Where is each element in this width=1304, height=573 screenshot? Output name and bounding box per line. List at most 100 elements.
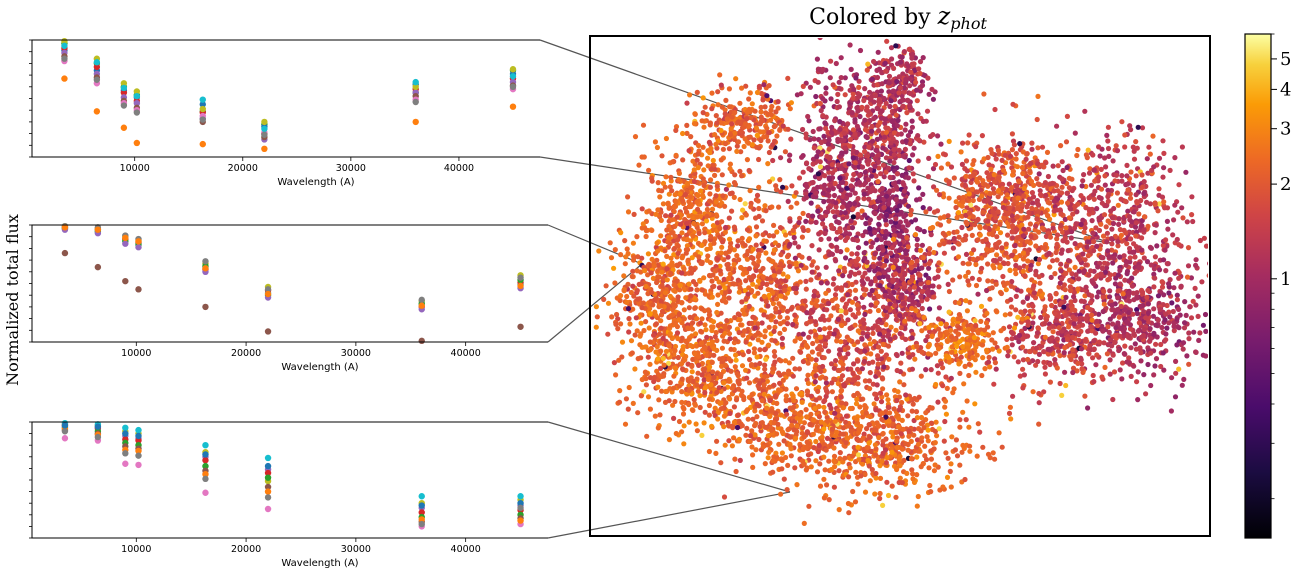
- data-point: [120, 89, 128, 96]
- embedding-point: [697, 404, 703, 411]
- embedding-point: [880, 430, 886, 437]
- embedding-point: [855, 481, 861, 487]
- embedding-point: [847, 137, 854, 143]
- embedding-point: [711, 352, 717, 358]
- embedding-point: [1008, 416, 1014, 422]
- embedding-point: [698, 188, 704, 194]
- embedding-point: [622, 261, 628, 267]
- embedding-point: [717, 356, 723, 362]
- embedding-point: [779, 429, 786, 435]
- embedding-point: [684, 100, 690, 106]
- data-point: [135, 447, 142, 455]
- embedding-point: [908, 456, 915, 462]
- embedding-point: [916, 394, 922, 400]
- embedding-point: [877, 490, 883, 497]
- embedding-point: [673, 152, 679, 158]
- embedding-point: [735, 119, 742, 125]
- embedding-point: [897, 59, 904, 65]
- embedding-point: [709, 339, 716, 345]
- embedding-point: [752, 332, 758, 339]
- embedding-point: [699, 242, 705, 248]
- embedding-point: [905, 97, 911, 103]
- embedding-point: [748, 362, 755, 368]
- embedding-point: [770, 469, 776, 475]
- embedding-point: [631, 211, 637, 217]
- embedding-point: [679, 389, 685, 395]
- x-tick-label: 40000: [451, 348, 481, 359]
- embedding-point: [817, 159, 823, 165]
- embedding-point: [814, 298, 820, 304]
- embedding-point: [855, 452, 862, 458]
- embedding-point: [853, 258, 860, 264]
- embedding-point: [798, 91, 804, 97]
- embedding-point: [726, 356, 732, 362]
- embedding-point: [894, 367, 900, 374]
- embedding-point: [664, 277, 670, 283]
- embedding-point: [739, 235, 745, 241]
- embedding-point: [836, 268, 842, 274]
- embedding-point: [805, 380, 812, 386]
- embedding-point: [647, 406, 654, 412]
- embedding-point: [838, 75, 844, 81]
- embedding-point: [720, 193, 726, 199]
- embedding-point: [726, 438, 732, 444]
- embedding-point: [713, 450, 719, 456]
- embedding-point: [679, 300, 685, 306]
- data-point: [120, 124, 128, 131]
- embedding-point: [802, 298, 808, 304]
- embedding-point: [670, 159, 676, 165]
- embedding-point: [911, 178, 917, 184]
- embedding-point: [867, 386, 873, 392]
- embedding-point: [811, 293, 817, 299]
- embedding-point: [852, 322, 858, 328]
- data-point: [264, 454, 272, 462]
- embedding-point: [816, 231, 822, 237]
- embedding-point: [754, 132, 760, 138]
- embedding-point: [799, 154, 805, 160]
- embedding-point: [778, 491, 784, 497]
- embedding-point: [773, 183, 779, 189]
- embedding-point: [718, 157, 724, 163]
- embedding-point: [793, 386, 800, 392]
- embedding-point: [875, 49, 881, 55]
- embedding-point: [901, 188, 908, 194]
- embedding-point: [806, 255, 812, 261]
- embedding-point: [821, 398, 827, 405]
- embedding-point: [667, 380, 673, 386]
- embedding-point: [790, 355, 796, 361]
- embedding-point: [732, 130, 738, 136]
- embedding-point: [660, 201, 667, 207]
- embedding-point: [863, 30, 868, 35]
- embedding-point: [701, 182, 707, 189]
- embedding-point: [854, 237, 861, 243]
- embedding-point: [916, 66, 922, 72]
- embedding-point: [644, 433, 650, 439]
- embedding-point: [960, 409, 966, 415]
- embedding-point: [845, 423, 851, 429]
- embedding-point: [769, 427, 775, 433]
- embedding-point: [701, 366, 708, 372]
- embedding-point: [679, 335, 685, 341]
- embedding-point: [712, 405, 718, 411]
- embedding-point: [686, 305, 692, 311]
- embedding-point: [845, 351, 851, 357]
- embedding-point: [880, 438, 886, 444]
- embedding-point: [658, 348, 664, 354]
- embedding-point: [759, 339, 765, 345]
- embedding-point: [618, 252, 624, 258]
- embedding-point: [654, 344, 660, 350]
- embedding-point: [684, 220, 690, 227]
- embedding-point: [861, 97, 867, 104]
- embedding-point: [676, 177, 682, 183]
- embedding-point: [884, 313, 890, 319]
- embedding-point: [638, 320, 644, 326]
- embedding-point: [673, 430, 679, 437]
- embedding-point: [618, 230, 624, 236]
- embedding-point: [668, 255, 674, 261]
- embedding-point: [755, 198, 761, 204]
- embedding-point: [820, 96, 826, 102]
- embedding-point: [948, 484, 954, 490]
- embedding-point: [809, 349, 816, 355]
- embedding-point: [811, 445, 817, 451]
